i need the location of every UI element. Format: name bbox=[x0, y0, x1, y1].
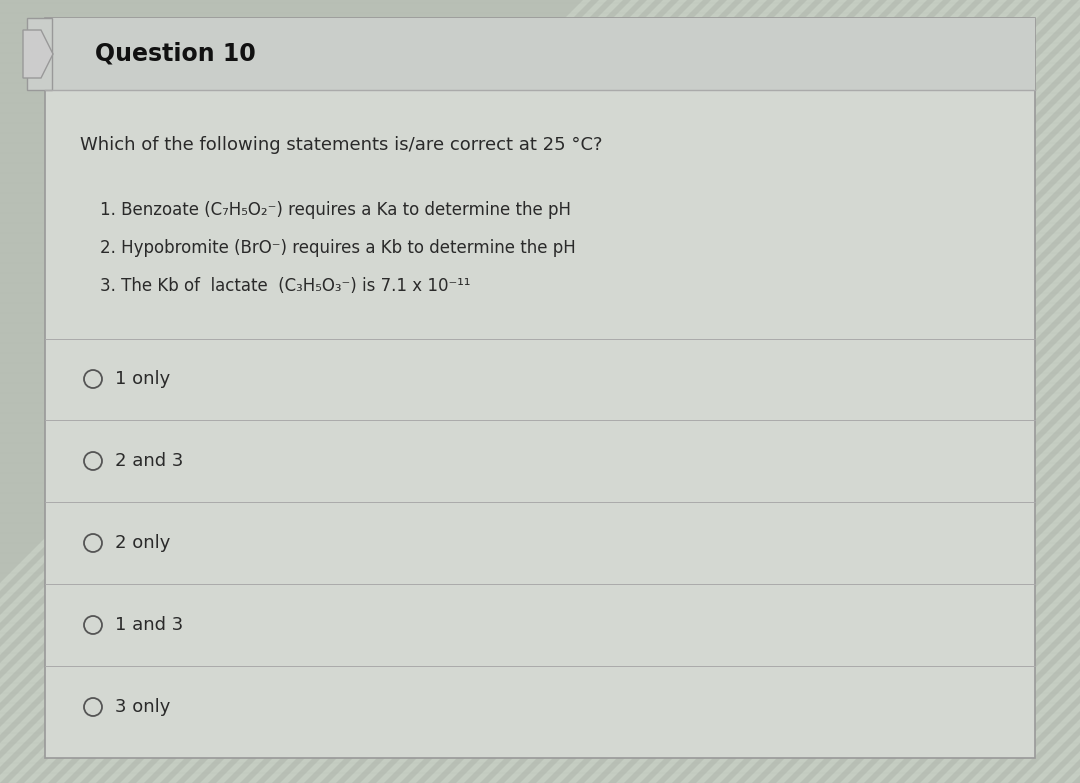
Polygon shape bbox=[0, 0, 751, 783]
Polygon shape bbox=[56, 0, 847, 783]
Polygon shape bbox=[0, 0, 654, 783]
Text: 1 only: 1 only bbox=[114, 370, 171, 388]
Polygon shape bbox=[904, 0, 1080, 783]
Polygon shape bbox=[1064, 0, 1080, 783]
Text: Question 10: Question 10 bbox=[95, 42, 256, 66]
Polygon shape bbox=[408, 0, 1080, 783]
Polygon shape bbox=[0, 0, 607, 783]
Polygon shape bbox=[0, 0, 735, 783]
Polygon shape bbox=[0, 0, 783, 783]
Polygon shape bbox=[616, 0, 1080, 783]
Polygon shape bbox=[216, 0, 1007, 783]
Polygon shape bbox=[728, 0, 1080, 783]
Polygon shape bbox=[345, 0, 1080, 783]
Polygon shape bbox=[328, 0, 1080, 783]
Polygon shape bbox=[24, 0, 815, 783]
Polygon shape bbox=[777, 0, 1080, 783]
Polygon shape bbox=[248, 0, 1039, 783]
Polygon shape bbox=[664, 0, 1080, 783]
Polygon shape bbox=[1032, 0, 1080, 783]
Polygon shape bbox=[536, 0, 1080, 783]
Polygon shape bbox=[136, 0, 927, 783]
Polygon shape bbox=[264, 0, 1055, 783]
Polygon shape bbox=[760, 0, 1080, 783]
Polygon shape bbox=[936, 0, 1080, 783]
Text: 1. Benzoate (C₇H₅O₂⁻) requires a Ka to determine the pH: 1. Benzoate (C₇H₅O₂⁻) requires a Ka to d… bbox=[100, 201, 571, 219]
Polygon shape bbox=[0, 0, 687, 783]
Polygon shape bbox=[888, 0, 1080, 783]
Polygon shape bbox=[472, 0, 1080, 783]
Polygon shape bbox=[0, 0, 623, 783]
Polygon shape bbox=[440, 0, 1080, 783]
Bar bbox=[45, 18, 1035, 90]
Polygon shape bbox=[1016, 0, 1080, 783]
Polygon shape bbox=[360, 0, 1080, 783]
Polygon shape bbox=[40, 0, 831, 783]
Polygon shape bbox=[600, 0, 1080, 783]
Polygon shape bbox=[984, 0, 1080, 783]
Polygon shape bbox=[712, 0, 1080, 783]
Polygon shape bbox=[168, 0, 959, 783]
Polygon shape bbox=[1048, 0, 1080, 783]
Polygon shape bbox=[568, 0, 1080, 783]
Polygon shape bbox=[808, 0, 1080, 783]
Text: 2. Hypobromite (BrO⁻) requires a Kb to determine the pH: 2. Hypobromite (BrO⁻) requires a Kb to d… bbox=[100, 239, 576, 257]
Text: 3 only: 3 only bbox=[114, 698, 171, 716]
Text: 2 only: 2 only bbox=[114, 534, 171, 552]
Text: 1 and 3: 1 and 3 bbox=[114, 616, 184, 634]
Polygon shape bbox=[792, 0, 1080, 783]
Polygon shape bbox=[840, 0, 1080, 783]
Polygon shape bbox=[104, 0, 895, 783]
Polygon shape bbox=[200, 0, 991, 783]
Text: Which of the following statements is/are correct at 25 °C?: Which of the following statements is/are… bbox=[80, 136, 603, 154]
Polygon shape bbox=[632, 0, 1080, 783]
Polygon shape bbox=[87, 0, 879, 783]
Polygon shape bbox=[824, 0, 1080, 783]
Polygon shape bbox=[312, 0, 1080, 783]
Polygon shape bbox=[72, 0, 863, 783]
Polygon shape bbox=[1000, 0, 1080, 783]
Polygon shape bbox=[744, 0, 1080, 783]
Polygon shape bbox=[696, 0, 1080, 783]
Polygon shape bbox=[280, 0, 1071, 783]
Polygon shape bbox=[0, 0, 671, 783]
Text: 2 and 3: 2 and 3 bbox=[114, 452, 184, 470]
Polygon shape bbox=[424, 0, 1080, 783]
Polygon shape bbox=[951, 0, 1080, 783]
Polygon shape bbox=[648, 0, 1080, 783]
Polygon shape bbox=[120, 0, 912, 783]
Polygon shape bbox=[488, 0, 1080, 783]
Polygon shape bbox=[856, 0, 1080, 783]
Polygon shape bbox=[0, 0, 639, 783]
Text: 3. The Kb of  lactate  (C₃H₅O₃⁻) is 7.1 x 10⁻¹¹: 3. The Kb of lactate (C₃H₅O₃⁻) is 7.1 x … bbox=[100, 277, 471, 295]
Polygon shape bbox=[0, 0, 719, 783]
Polygon shape bbox=[872, 0, 1080, 783]
Polygon shape bbox=[504, 0, 1080, 783]
Polygon shape bbox=[232, 0, 1023, 783]
Polygon shape bbox=[376, 0, 1080, 783]
Polygon shape bbox=[920, 0, 1080, 783]
Polygon shape bbox=[8, 0, 799, 783]
Polygon shape bbox=[519, 0, 1080, 783]
Polygon shape bbox=[184, 0, 975, 783]
Polygon shape bbox=[968, 0, 1080, 783]
Polygon shape bbox=[152, 0, 943, 783]
Polygon shape bbox=[392, 0, 1080, 783]
Polygon shape bbox=[0, 0, 591, 783]
Polygon shape bbox=[680, 0, 1080, 783]
Polygon shape bbox=[552, 0, 1080, 783]
Polygon shape bbox=[296, 0, 1080, 783]
Polygon shape bbox=[0, 0, 767, 783]
Polygon shape bbox=[456, 0, 1080, 783]
Polygon shape bbox=[23, 30, 53, 78]
Polygon shape bbox=[584, 0, 1080, 783]
Polygon shape bbox=[27, 18, 52, 90]
Polygon shape bbox=[0, 0, 703, 783]
